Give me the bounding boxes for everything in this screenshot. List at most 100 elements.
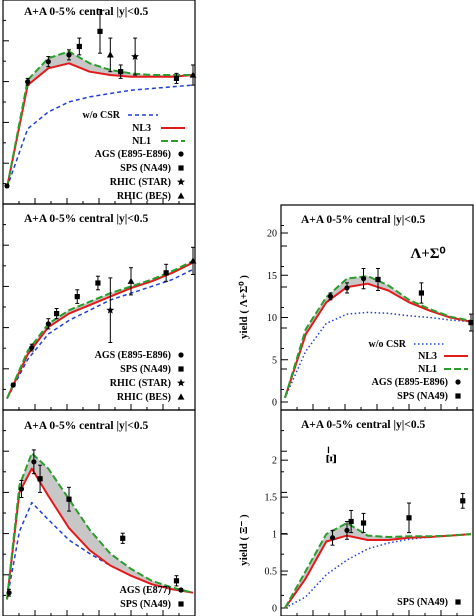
series-nl1 xyxy=(6,452,194,600)
y-axis-ticks: 0 0.5 1 1.5 2 xyxy=(265,456,288,615)
legend-marker-star xyxy=(177,177,185,186)
data-point-star xyxy=(131,52,140,60)
legend-markers xyxy=(177,352,185,400)
data-point-circle xyxy=(45,59,51,65)
panel-title: A+A 0-5% central |y|<0.5 xyxy=(24,420,148,432)
panel-title: A+A 0-5% central |y|<0.5 xyxy=(301,419,425,431)
legend-marker-square xyxy=(455,599,461,605)
data-point-square xyxy=(468,319,474,326)
legend-marker-circle xyxy=(455,379,461,385)
legend-nl3-label: NL3 xyxy=(418,351,437,362)
legend-star-label: RHIC (STAR) xyxy=(110,177,171,188)
data-point-circle xyxy=(31,459,37,465)
y-tick-label: 15 xyxy=(267,271,277,282)
legend-marker-circle xyxy=(178,352,184,358)
data-point-circle xyxy=(329,535,336,541)
particle-label: Ξ⁻ xyxy=(324,446,340,464)
panel-frame xyxy=(280,409,474,616)
data-point-circle xyxy=(4,183,10,189)
data-point-circle xyxy=(25,79,31,85)
y-tick-label: 0 xyxy=(272,604,277,615)
data-point-square xyxy=(406,515,412,521)
data-point-square xyxy=(173,75,180,81)
y-tick-label: 2 xyxy=(272,456,277,467)
data-point-square xyxy=(76,43,82,50)
series-nl3 xyxy=(6,261,194,400)
legend: w/o CSR NL3 NL1 AGS (E895-E896) SPS (NA4… xyxy=(368,339,468,402)
data-point-triangle xyxy=(127,277,135,284)
data-point-square xyxy=(37,476,43,482)
legend-nl1-label: NL1 xyxy=(132,136,151,147)
nl-band xyxy=(7,260,193,399)
legend-marker-star xyxy=(177,378,185,387)
y-tick-label: 5 xyxy=(272,355,277,366)
data-point-circle xyxy=(360,276,367,282)
series-wo_csr xyxy=(284,311,472,399)
y-tick-label: 1 xyxy=(272,530,277,541)
panel-left-bottom: A+A 0-5% central |y|<0.5 AGS (E877) SPS … xyxy=(2,409,196,616)
data-point-square xyxy=(173,578,180,584)
legend-wo-csr-label: w/o CSR xyxy=(368,339,406,350)
series-nl3 xyxy=(6,62,194,188)
legend-marker-square xyxy=(178,165,184,171)
data-point-square xyxy=(375,276,381,283)
panel-title: A+A 0-5% central |y|<0.5 xyxy=(24,6,148,18)
y-tick-label: 0 xyxy=(272,398,277,409)
data-point-circle xyxy=(18,486,25,492)
y-tick-label: 0.5 xyxy=(265,567,278,578)
nl-band xyxy=(7,453,193,600)
legend-sps-label: SPS (NA49) xyxy=(120,163,171,174)
legend-ags-label: AGS (E895-E896) xyxy=(95,350,171,361)
legend-bes-label: RHIC (BES) xyxy=(117,392,171,403)
series-nl1 xyxy=(6,50,193,188)
legend-marker-circle xyxy=(178,151,184,157)
data-point-circle xyxy=(29,345,35,351)
legend-markers xyxy=(455,599,461,605)
particle-label: Λ+Σ⁰ xyxy=(410,246,445,262)
data-point-circle xyxy=(6,590,12,596)
data-point-square xyxy=(97,28,103,34)
legend-nl1-label: NL1 xyxy=(418,364,437,375)
data-point-square xyxy=(66,496,72,502)
legend-marker-square xyxy=(178,601,184,607)
data-point-circle xyxy=(10,382,16,388)
panel-left-top: A+A 0-5% central |y|<0.5 w/o CSR NL3 NL1… xyxy=(2,0,197,205)
panel-title: A+A 0-5% central |y|<0.5 xyxy=(24,213,148,225)
legend-sps-label: SPS (NA49) xyxy=(397,597,448,608)
series-nl1 xyxy=(6,260,194,399)
data-point-triangle xyxy=(189,71,197,78)
y-axis-label: yield ( Ξ⁻ ) xyxy=(238,514,250,566)
data-point-square xyxy=(120,535,126,541)
data-point-triangle xyxy=(189,257,197,264)
y-tick-label: 1.5 xyxy=(265,493,278,504)
series-wo_csr xyxy=(6,268,194,399)
legend-marker-circle xyxy=(178,587,184,593)
panel-right-top: A+A 0-5% central |y|<0.5 Λ+Σ⁰ yield ( Λ+… xyxy=(238,204,474,411)
data-point-square xyxy=(348,518,354,525)
data-point-square xyxy=(54,311,60,317)
legend-sps-label: SPS (NA49) xyxy=(120,599,171,610)
legend: SPS (NA49) xyxy=(397,597,461,608)
legend-markers xyxy=(178,587,184,607)
legend-sps-label: SPS (NA49) xyxy=(120,364,171,375)
data-point-square xyxy=(95,280,101,286)
legend-marker-square xyxy=(178,366,184,372)
data-point-circle xyxy=(327,293,334,299)
legend-star-label: RHIC (STAR) xyxy=(110,378,171,389)
y-axis-label: yield ( Λ+Σ⁰ ) xyxy=(238,275,250,339)
panel-left-middle: A+A 0-5% central |y|<0.5 AGS (E895-E896)… xyxy=(2,203,197,411)
legend-marker-triangle xyxy=(177,393,185,400)
legend-nl3-label: NL3 xyxy=(132,123,151,134)
data-point-square xyxy=(360,520,367,526)
series-nl1 xyxy=(284,275,472,399)
legend: AGS (E895-E896) SPS (NA49) RHIC (STAR) R… xyxy=(95,350,185,403)
legend-markers xyxy=(177,151,185,199)
legend: w/o CSR NL3 NL1 AGS (E895-E896) SPS (NA4… xyxy=(82,110,185,202)
data-point-circle xyxy=(344,527,350,533)
legend-ags-label: AGS (E877) xyxy=(120,585,171,596)
data-point-triangle xyxy=(106,51,114,58)
data-point-circle xyxy=(45,321,51,327)
legend-marker-square xyxy=(455,393,461,399)
data-point-star xyxy=(106,306,115,314)
